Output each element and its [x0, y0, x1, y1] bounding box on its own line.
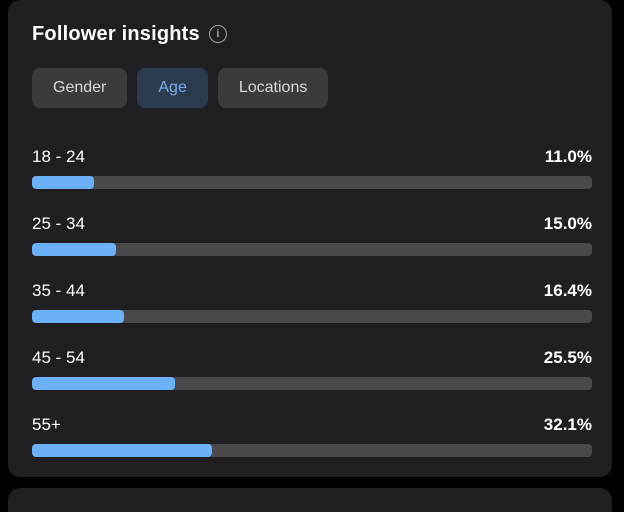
bar-fill: [32, 243, 116, 256]
next-card-preview: [8, 488, 612, 512]
info-icon[interactable]: i: [208, 25, 227, 43]
bar-track: [32, 243, 592, 256]
bar-fill: [32, 444, 212, 457]
page-title: Follower insights: [32, 22, 200, 45]
age-bucket-value: 32.1%: [543, 415, 592, 434]
tab-age[interactable]: Age: [137, 68, 208, 108]
age-bucket-value: 25.5%: [543, 348, 592, 367]
age-bucket-label: 55+: [32, 415, 61, 434]
bar-track: [32, 310, 592, 323]
bar-track: [32, 377, 592, 390]
bar-track: [32, 444, 592, 457]
tab-bar: Gender Age Locations: [32, 68, 592, 108]
chart-row: 45 - 54 25.5%: [32, 348, 592, 390]
bar-track: [32, 176, 592, 189]
age-bucket-value: 16.4%: [543, 281, 592, 300]
chart-row: 18 - 24 11.0%: [32, 147, 592, 189]
age-bucket-value: 15.0%: [543, 214, 592, 233]
tab-locations[interactable]: Locations: [217, 68, 329, 108]
age-bucket-label: 45 - 54: [32, 348, 85, 367]
age-bar-chart: 18 - 24 11.0% 25 - 34 15.0% 35 - 44 16.4…: [32, 147, 592, 457]
tab-gender[interactable]: Gender: [32, 68, 128, 108]
bar-fill: [32, 377, 175, 390]
age-bucket-label: 18 - 24: [32, 147, 85, 166]
chart-row: 25 - 34 15.0%: [32, 214, 592, 256]
age-bucket-value: 11.0%: [544, 147, 592, 166]
follower-insights-card: Follower insights i Gender Age Locations…: [8, 0, 612, 477]
card-header: Follower insights i: [32, 20, 592, 48]
chart-row: 35 - 44 16.4%: [32, 281, 592, 323]
bar-fill: [32, 176, 94, 189]
chart-row: 55+ 32.1%: [32, 415, 592, 457]
age-bucket-label: 35 - 44: [32, 281, 85, 300]
age-bucket-label: 25 - 34: [32, 214, 85, 233]
bar-fill: [32, 310, 124, 323]
